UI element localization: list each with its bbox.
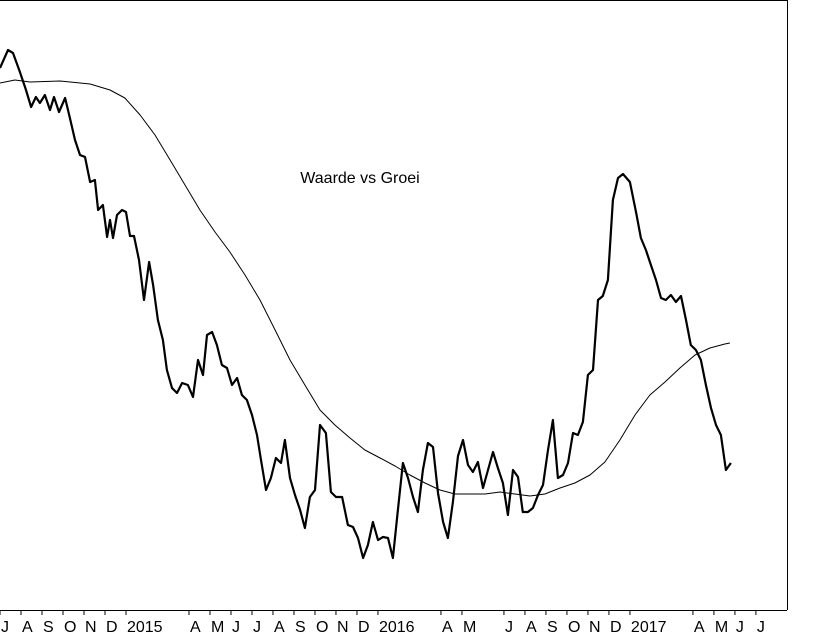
x-tick-label: A	[694, 619, 705, 635]
x-tick-label: J	[232, 619, 240, 635]
x-tick-label: N	[589, 619, 601, 635]
x-tick-label: M	[463, 619, 476, 635]
x-tick-label: J	[757, 619, 765, 635]
x-tick-label: O	[64, 619, 76, 635]
x-tick-label: 2016	[379, 619, 415, 635]
x-tick-label: N	[337, 619, 349, 635]
x-tick-label: J	[505, 619, 513, 635]
x-tick-label: D	[106, 619, 118, 635]
x-tick-label: D	[610, 619, 622, 635]
x-tick-label: A	[190, 619, 201, 635]
x-tick-label: S	[295, 619, 306, 635]
chart-title: Waarde vs Groei	[300, 170, 419, 187]
x-tick-label: J	[736, 619, 744, 635]
x-tick-label: A	[274, 619, 285, 635]
x-tick-label: M	[211, 619, 224, 635]
x-tick-label: A	[442, 619, 453, 635]
x-tick-label: O	[316, 619, 328, 635]
x-tick-label: A	[22, 619, 33, 635]
x-tick-label: S	[547, 619, 558, 635]
x-tick-label: J	[1, 619, 9, 635]
x-tick-label: 2017	[631, 619, 667, 635]
x-tick-label: A	[526, 619, 537, 635]
x-tick-label: D	[358, 619, 370, 635]
line-series	[0, 48, 732, 560]
line-series	[0, 79, 730, 497]
x-tick-label: 2015	[127, 619, 163, 635]
x-tick-label: M	[715, 619, 728, 635]
x-tick-label: S	[43, 619, 54, 635]
x-tick-label: O	[568, 619, 580, 635]
x-tick-label: N	[85, 619, 97, 635]
x-tick-label: J	[253, 619, 261, 635]
